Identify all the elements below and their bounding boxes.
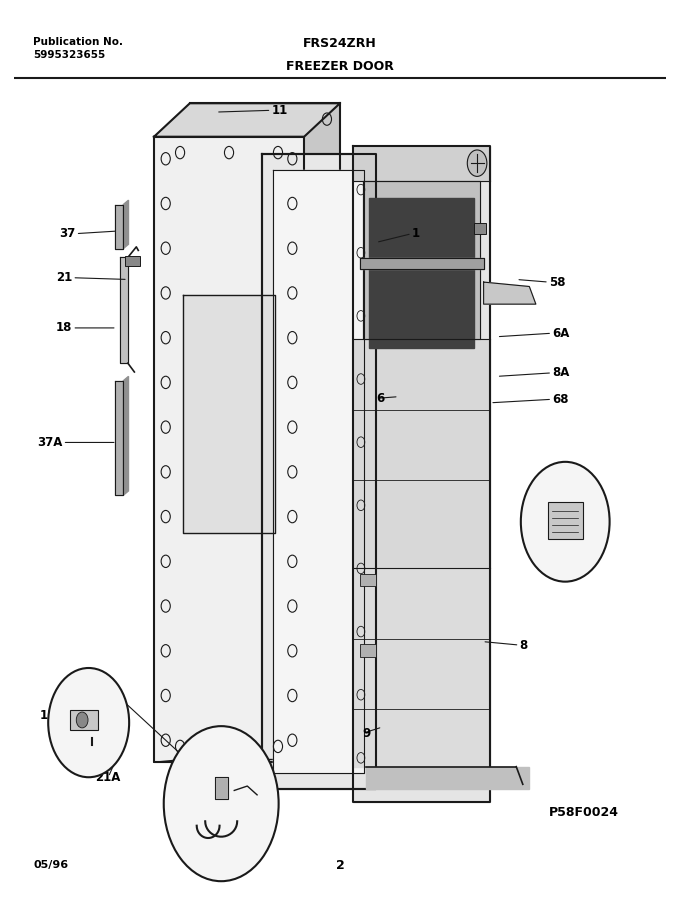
Bar — [474, 223, 486, 234]
Polygon shape — [115, 205, 123, 249]
Polygon shape — [262, 155, 376, 788]
Bar — [360, 574, 376, 586]
Circle shape — [48, 668, 129, 778]
Circle shape — [164, 726, 279, 881]
Text: 22A: 22A — [188, 797, 214, 810]
Polygon shape — [304, 103, 340, 762]
Polygon shape — [483, 282, 536, 304]
Polygon shape — [154, 137, 304, 762]
Polygon shape — [369, 199, 474, 348]
Text: 2: 2 — [336, 859, 344, 872]
Text: P58F0024: P58F0024 — [549, 806, 619, 819]
Text: Publication No.: Publication No. — [33, 37, 123, 47]
Text: 8A: 8A — [552, 367, 570, 379]
Polygon shape — [115, 381, 123, 495]
Polygon shape — [363, 181, 480, 339]
Polygon shape — [215, 778, 228, 799]
Polygon shape — [353, 146, 490, 181]
Text: FRS24ZRH: FRS24ZRH — [303, 37, 377, 50]
Polygon shape — [123, 377, 129, 495]
Text: FREEZER DOOR: FREEZER DOOR — [286, 60, 394, 73]
Bar — [125, 255, 139, 266]
Polygon shape — [366, 767, 529, 788]
Text: 11: 11 — [271, 103, 288, 117]
Polygon shape — [353, 339, 490, 568]
Text: 21: 21 — [56, 271, 72, 284]
Text: 8: 8 — [520, 638, 528, 652]
Polygon shape — [154, 103, 340, 137]
Text: 05/96: 05/96 — [33, 860, 68, 870]
Text: 6: 6 — [376, 392, 384, 405]
Polygon shape — [120, 257, 128, 363]
Polygon shape — [353, 568, 490, 767]
Text: 5995323655: 5995323655 — [33, 50, 105, 60]
Text: 140: 140 — [205, 835, 230, 848]
Bar — [360, 645, 376, 656]
Polygon shape — [123, 200, 129, 249]
Text: 68: 68 — [552, 393, 568, 405]
Text: 47: 47 — [185, 813, 201, 826]
Text: 9: 9 — [363, 726, 371, 740]
Text: 6A: 6A — [552, 326, 570, 340]
Circle shape — [521, 462, 609, 582]
Bar — [71, 710, 98, 730]
Polygon shape — [353, 146, 490, 802]
Text: 1: 1 — [412, 227, 420, 240]
Text: 21A: 21A — [96, 770, 121, 784]
Polygon shape — [184, 295, 275, 533]
Text: 23: 23 — [260, 800, 277, 813]
Polygon shape — [360, 258, 483, 269]
Circle shape — [76, 712, 88, 728]
Circle shape — [467, 150, 487, 176]
FancyBboxPatch shape — [547, 503, 583, 539]
Polygon shape — [273, 170, 364, 773]
Text: 5: 5 — [565, 492, 573, 504]
Text: 37A: 37A — [37, 436, 63, 449]
Text: 37: 37 — [59, 227, 75, 240]
Text: 18: 18 — [56, 322, 72, 334]
Text: 13: 13 — [40, 709, 56, 722]
Text: 58: 58 — [549, 276, 565, 289]
